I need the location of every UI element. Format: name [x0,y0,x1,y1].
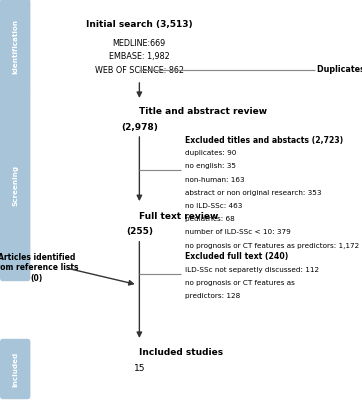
Text: Excluded full text (240): Excluded full text (240) [185,252,288,261]
Text: Included studies: Included studies [139,348,223,357]
Text: Articles identified: Articles identified [0,254,75,262]
Text: MEDLINE:669: MEDLINE:669 [113,39,166,48]
Text: no prognosis or CT features as: no prognosis or CT features as [185,280,295,286]
Text: abstract or non original research: 353: abstract or non original research: 353 [185,190,321,196]
Text: EMBASE: 1,982: EMBASE: 1,982 [109,52,170,61]
Text: Excluded titles and abstacts (2,723): Excluded titles and abstacts (2,723) [185,136,343,144]
Text: ILD-SSc not separetly discussed: 112: ILD-SSc not separetly discussed: 112 [185,267,319,273]
Text: 15: 15 [134,364,145,373]
Text: from reference lists: from reference lists [0,264,79,272]
Text: Initial search (3,513): Initial search (3,513) [86,20,193,28]
Text: non-human: 163: non-human: 163 [185,177,244,182]
Text: no ILD-SSc: 463: no ILD-SSc: 463 [185,203,242,209]
FancyBboxPatch shape [0,0,30,93]
FancyBboxPatch shape [0,89,30,281]
Text: number of ILD-SSc < 10: 379: number of ILD-SSc < 10: 379 [185,229,290,235]
Text: predictors: 128: predictors: 128 [185,294,240,299]
Text: Title and abstract review: Title and abstract review [139,108,268,116]
Text: (2,978): (2,978) [121,123,158,132]
Text: Duplicates (535): Duplicates (535) [317,66,362,74]
Text: (255): (255) [126,228,153,236]
Text: Full text review: Full text review [139,212,219,221]
Text: WEB OF SCIENCE: 862: WEB OF SCIENCE: 862 [95,66,184,75]
Text: pediatrics: 68: pediatrics: 68 [185,216,234,222]
Text: (0): (0) [30,274,42,282]
Text: Identification: Identification [12,18,18,74]
Text: duplicates: 90: duplicates: 90 [185,150,236,156]
FancyBboxPatch shape [0,339,30,399]
Text: Included: Included [12,351,18,387]
Text: no english: 35: no english: 35 [185,163,236,169]
Text: Screening: Screening [12,164,18,206]
Text: no prognosis or CT features as predictors: 1,172: no prognosis or CT features as predictor… [185,242,359,248]
